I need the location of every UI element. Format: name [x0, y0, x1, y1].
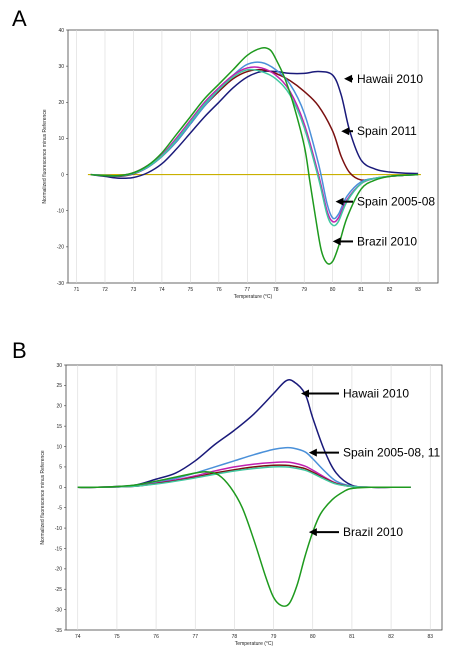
annotation-label: Hawaii 2010 [357, 72, 423, 86]
annotation-label: Spain 2005-08 [357, 195, 435, 209]
x-tick-label: 80 [330, 287, 336, 293]
series-line-6 [77, 470, 411, 607]
x-tick-label: 83 [415, 287, 421, 293]
x-axis-title: Temperature (°C) [235, 641, 274, 647]
y-axis-title: Normalized fluorescence minus Reference [40, 450, 46, 544]
y-axis-title: Normalized fluorescence minus Reference [42, 109, 48, 203]
y-tick-label: 20 [56, 404, 62, 410]
panel-label: B [12, 338, 27, 363]
x-tick-label: 77 [245, 287, 251, 293]
plot-area [65, 364, 443, 631]
panel-a: A 71 72 73 74 75 76 77 78 79 80 81 82 83 40 30 20 10 0 -10 -… [12, 6, 439, 300]
annotation-label: Spain 2005-08, 11 [343, 446, 441, 460]
annotation-label: Brazil 2010 [343, 525, 403, 539]
annotation-label: Hawaii 2010 [343, 387, 409, 401]
y-tick-label: -5 [58, 505, 63, 511]
x-tick-label: 78 [232, 634, 238, 640]
x-tick-label: 73 [131, 287, 137, 293]
series-line-5 [90, 68, 419, 227]
x-tick-label: 76 [153, 634, 159, 640]
annotation-arrow-head [308, 528, 317, 537]
y-tick-label: 40 [58, 28, 64, 34]
x-tick-label: 80 [310, 634, 316, 640]
panel-b: B 74 75 76 77 78 79 80 81 82 83 30 25 20 15 10 5 0 -5 -10 -1… [12, 338, 443, 647]
panel-label: A [12, 6, 27, 31]
series-line-5 [77, 466, 411, 489]
x-tick-label: 82 [388, 634, 394, 640]
annotation-label: Spain 2011 [357, 124, 417, 138]
y-tick-label: -10 [55, 526, 62, 532]
y-tick-label: -25 [55, 587, 62, 593]
y-tick-label: 30 [58, 64, 64, 70]
x-tick-label: 83 [427, 634, 433, 640]
x-tick-label: 81 [349, 634, 355, 640]
y-tick-label: -20 [57, 245, 64, 251]
y-tick-label: 5 [59, 465, 62, 471]
x-tick-label: 82 [387, 287, 393, 293]
x-tick-label: 79 [301, 287, 307, 293]
x-tick-label: 76 [216, 287, 222, 293]
y-tick-label: 25 [56, 383, 62, 389]
annotation-arrow-head [332, 237, 341, 246]
y-tick-label: -30 [57, 281, 64, 287]
y-tick-label: 0 [59, 485, 62, 491]
y-tick-label: 10 [56, 444, 62, 450]
y-tick-label: -35 [55, 628, 62, 634]
y-tick-label: -30 [55, 607, 62, 613]
y-tick-label: -10 [57, 209, 64, 215]
x-tick-label: 79 [271, 634, 277, 640]
annotation-arrow-head [341, 127, 350, 136]
y-tick-label: 20 [58, 100, 64, 106]
annotation-arrow-head [308, 448, 317, 457]
annotation-arrow-head [301, 389, 309, 398]
y-tick-label: -15 [55, 546, 62, 552]
x-tick-label: 75 [114, 634, 120, 640]
y-tick-label: 30 [56, 363, 62, 369]
annotation-label: Brazil 2010 [357, 234, 417, 248]
x-tick-label: 72 [102, 287, 108, 293]
x-tick-label: 78 [273, 287, 279, 293]
annotation-arrow-head [335, 197, 344, 206]
y-tick-label: 0 [61, 172, 64, 178]
x-tick-label: 74 [159, 287, 165, 293]
x-tick-label: 81 [358, 287, 364, 293]
y-tick-label: 15 [56, 424, 62, 430]
x-tick-label: 71 [74, 287, 80, 293]
y-tick-label: -20 [55, 567, 62, 573]
series-line-6 [90, 46, 419, 265]
annotation-arrow-head [344, 74, 353, 83]
y-tick-label: 10 [58, 136, 64, 142]
x-axis-title: Temperature (°C) [234, 294, 273, 300]
x-tick-label: 77 [192, 634, 198, 640]
x-tick-label: 75 [188, 287, 194, 293]
x-tick-label: 74 [75, 634, 81, 640]
plot-area [67, 29, 439, 284]
